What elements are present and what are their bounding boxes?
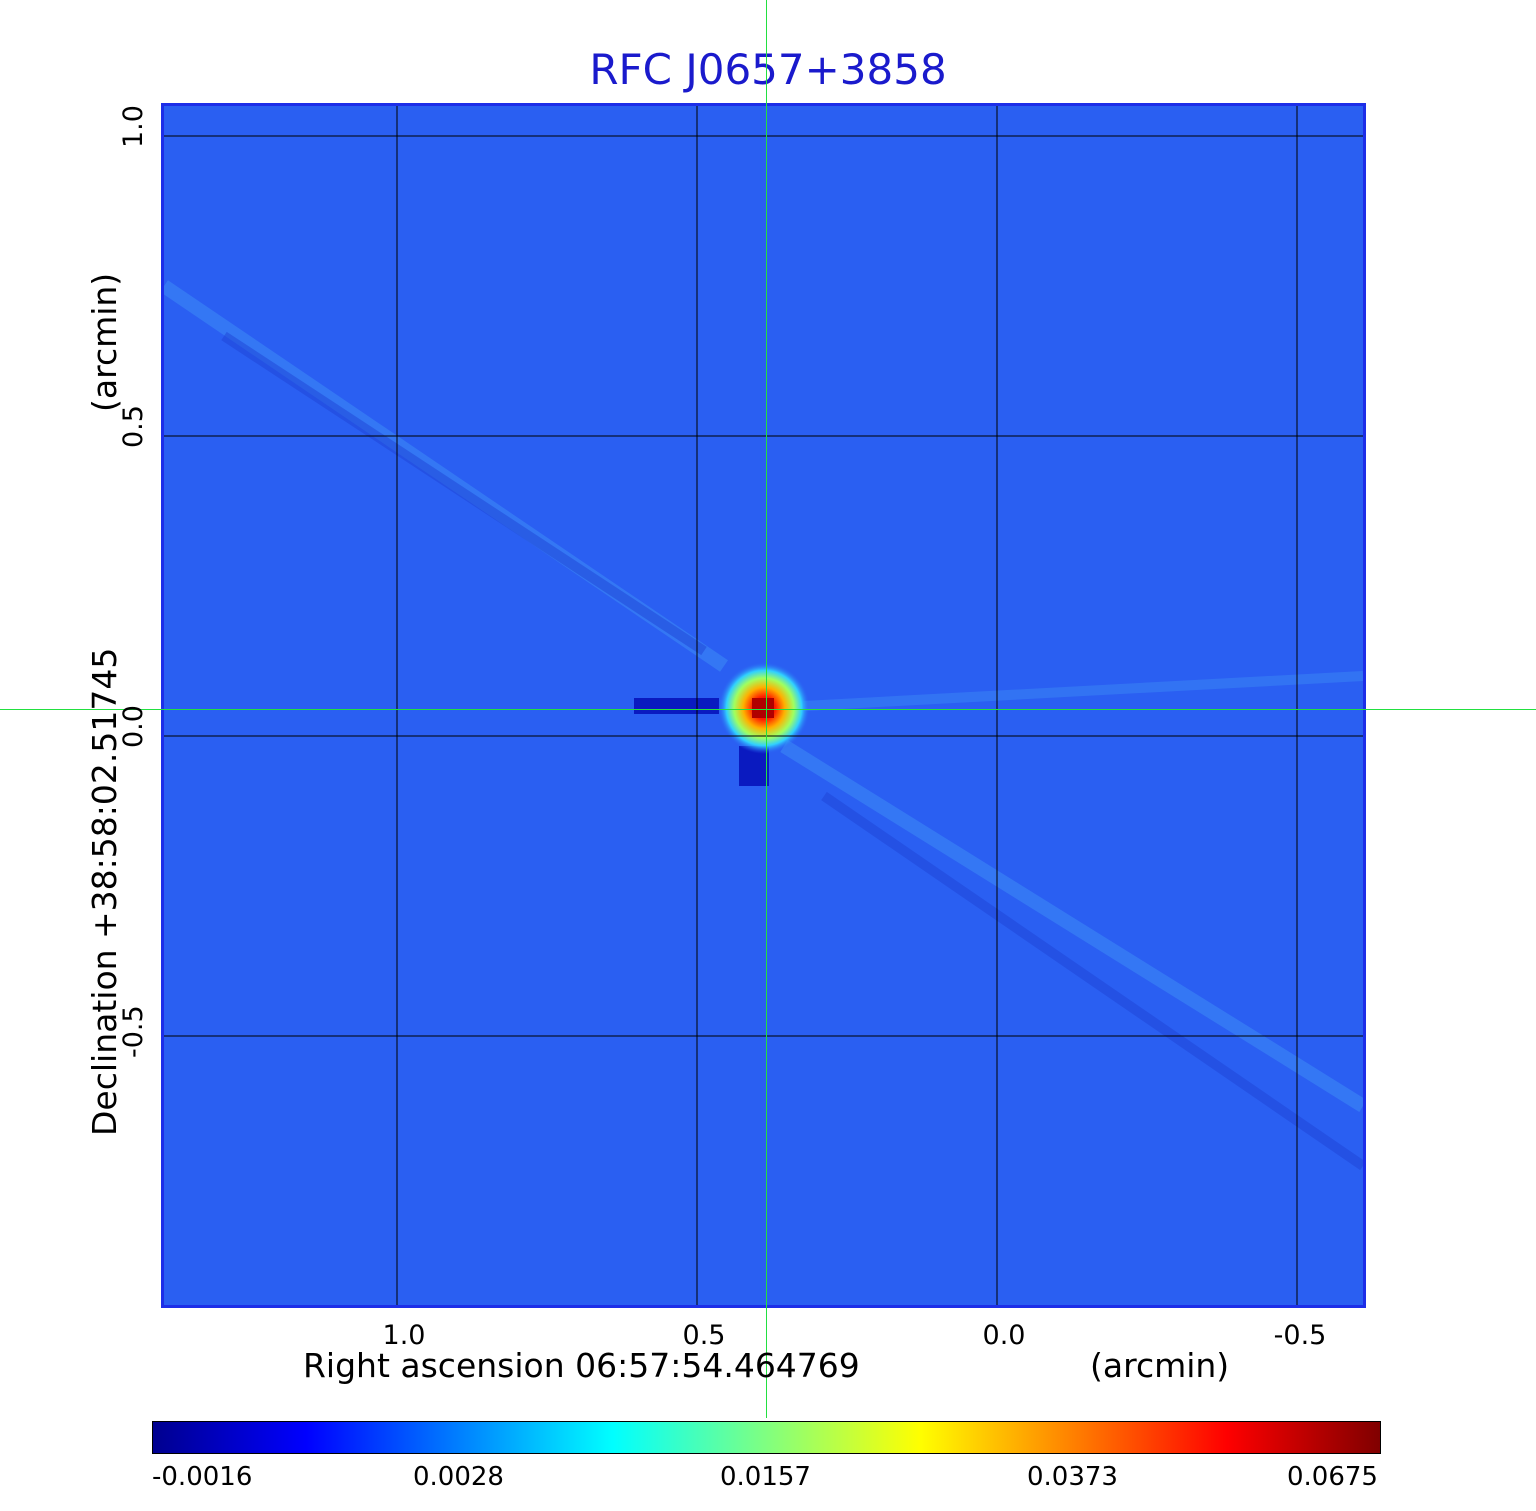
x-tick-label: 1.0 [382, 1320, 426, 1351]
sidelobe-stripe [221, 331, 707, 656]
plot-title: RFC J0657+3858 [589, 45, 947, 94]
colorbar [152, 1421, 1381, 1454]
x-tick-label: 0.0 [982, 1320, 1026, 1351]
sidelobe-stripe [803, 671, 1363, 711]
x-tick-label: -0.5 [1273, 1320, 1327, 1351]
x-axis-label: Right ascension 06:57:54.464769 [303, 1346, 860, 1385]
y-axis-unit: (arcmin) [85, 272, 124, 412]
negative-feature [634, 698, 719, 714]
radio-map [164, 106, 1363, 1305]
sidelobe-stripe [780, 740, 1363, 1112]
crosshair-horizontal [0, 709, 1536, 710]
y-axis-label: Declination +38:58:02.51745 [85, 647, 124, 1136]
colorbar-tick-label: 0.0675 [1287, 1462, 1378, 1492]
source-peak [752, 698, 774, 718]
image-panel[interactable] [161, 103, 1366, 1308]
sidelobe-stripe [821, 791, 1363, 1171]
colorbar-tick-label: 0.0028 [413, 1462, 504, 1492]
colorbar-tick-label: 0.0157 [720, 1462, 811, 1492]
colorbar-tick-label: -0.0016 [152, 1462, 253, 1492]
x-axis-unit: (arcmin) [1090, 1346, 1230, 1385]
colorbar-tick-label: 0.0373 [1027, 1462, 1118, 1492]
y-tick-label: 1.0 [118, 105, 149, 148]
x-tick-label: 0.5 [682, 1320, 726, 1351]
coordinate-grid [164, 106, 1363, 1305]
